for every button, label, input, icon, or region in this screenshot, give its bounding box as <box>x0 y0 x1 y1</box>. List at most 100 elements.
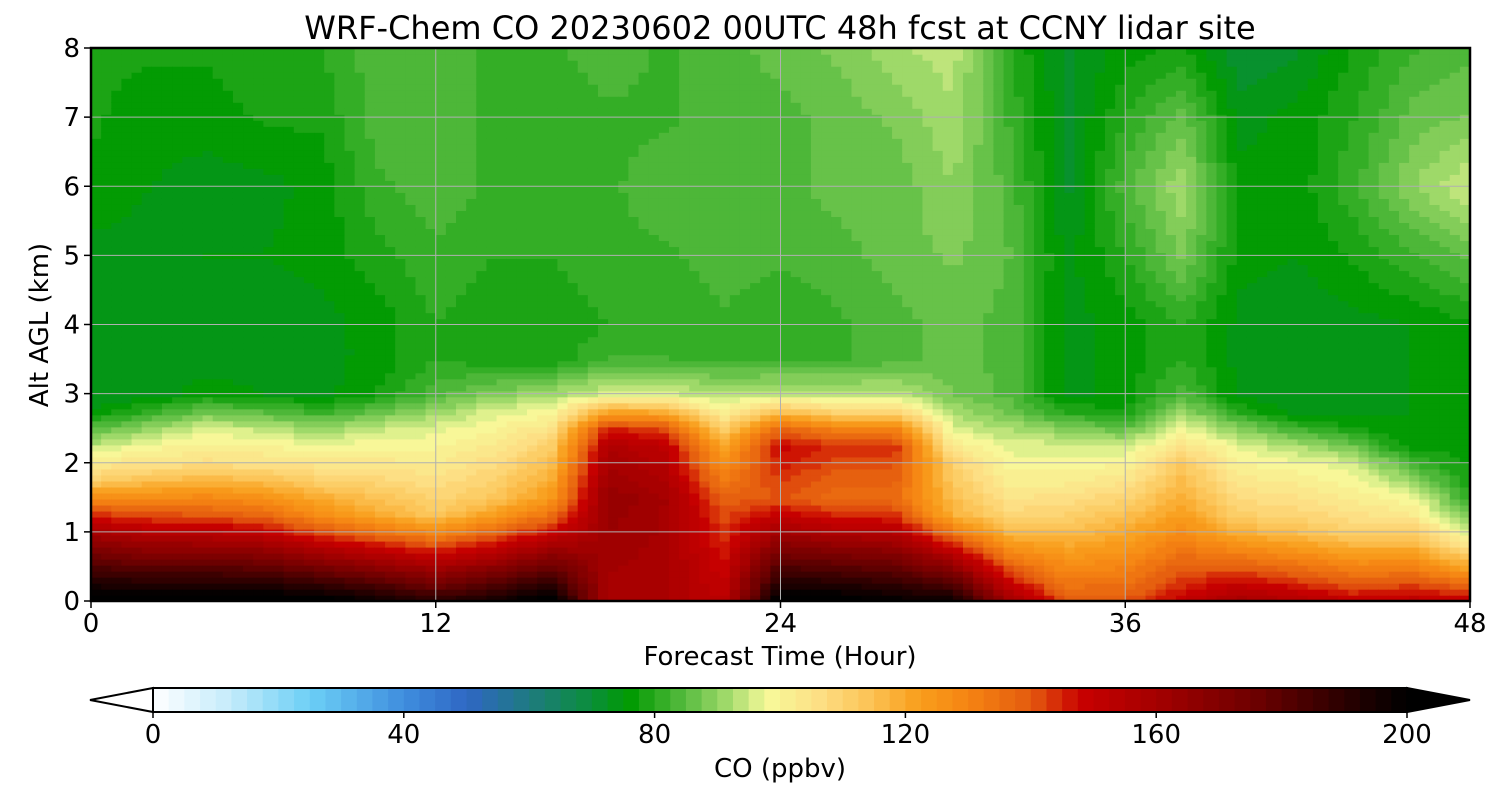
contour-cell <box>344 294 356 302</box>
contour-cell <box>172 204 183 211</box>
contour-cell <box>486 462 498 470</box>
contour-cell <box>476 60 488 67</box>
contour-cell <box>466 318 478 326</box>
contour-cell <box>314 240 325 248</box>
contour-cell <box>597 156 609 163</box>
contour-cell <box>303 108 315 115</box>
contour-cell <box>273 564 285 572</box>
contour-cell <box>192 60 204 67</box>
contour-cell <box>141 396 153 404</box>
contour-cell <box>334 414 346 422</box>
contour-cell <box>131 102 143 109</box>
contour-cell <box>212 456 224 464</box>
contour-cell <box>151 120 163 127</box>
contour-cell <box>172 270 183 278</box>
contour-cell <box>516 54 528 61</box>
contour-cell <box>597 582 609 590</box>
contour-cell <box>486 582 498 590</box>
contour-cell <box>273 144 285 151</box>
contour-cell <box>618 366 630 374</box>
contour-cell <box>283 444 295 452</box>
contour-cell <box>557 432 569 440</box>
contour-cell <box>111 336 123 344</box>
contour-cell <box>192 204 204 211</box>
contour-cell <box>172 246 183 254</box>
contour-cell <box>466 210 478 217</box>
contour-cell <box>618 462 630 470</box>
contour-cell <box>435 306 447 314</box>
contour-cell <box>131 294 143 302</box>
contour-cell <box>577 276 589 284</box>
contour-cell <box>293 552 305 560</box>
contour-cell <box>131 306 143 314</box>
contour-cell <box>314 228 325 236</box>
contour-cell <box>324 426 336 434</box>
contour-cell <box>303 564 315 572</box>
contour-cell <box>222 228 234 236</box>
contour-cell <box>557 168 569 175</box>
contour-cell <box>445 438 457 446</box>
contour-cell <box>537 54 548 61</box>
contour-cell <box>537 90 548 97</box>
contour-cell <box>537 270 548 278</box>
contour-cell <box>537 102 548 109</box>
contour-cell <box>385 120 396 127</box>
contour-cell <box>374 276 386 284</box>
contour-cell <box>232 438 244 446</box>
contour-cell <box>273 150 285 157</box>
contour-cell <box>425 354 437 362</box>
contour-cell <box>456 216 467 224</box>
contour-cell <box>577 228 589 236</box>
contour-cell <box>324 534 336 542</box>
contour-cell <box>527 54 538 61</box>
contour-cell <box>253 534 265 542</box>
contour-cell <box>364 450 376 458</box>
contour-cell <box>496 90 508 97</box>
contour-cell <box>182 462 194 470</box>
contour-cell <box>182 504 194 512</box>
contour-cell <box>385 444 396 452</box>
contour-cell <box>131 192 143 199</box>
contour-cell <box>182 156 194 163</box>
contour-cell <box>172 168 183 175</box>
contour-cell <box>314 366 325 374</box>
contour-cell <box>486 468 498 476</box>
contour-cell <box>385 456 396 464</box>
contour-cell <box>263 78 275 85</box>
contour-cell <box>222 180 234 187</box>
contour-cell <box>466 474 478 482</box>
contour-cell <box>547 492 559 500</box>
contour-cell <box>506 342 518 350</box>
contour-cell <box>263 396 275 404</box>
contour-cell <box>567 360 579 368</box>
contour-cell <box>111 288 123 296</box>
contour-cell <box>587 330 599 338</box>
contour-cell <box>212 198 224 205</box>
contour-cell <box>324 264 336 272</box>
contour-cell <box>516 408 528 416</box>
contour-cell <box>628 432 640 440</box>
contour-cell <box>182 264 194 272</box>
contour-cell <box>121 324 133 332</box>
contour-cell <box>101 108 112 115</box>
contour-cell <box>131 210 143 217</box>
contour-cell <box>151 570 163 578</box>
contour-cell <box>456 330 467 338</box>
contour-cell <box>587 54 599 61</box>
contour-cell <box>456 420 467 428</box>
contour-cell <box>628 420 640 428</box>
contour-cell <box>334 552 346 560</box>
contour-cell <box>608 192 619 199</box>
contour-cell <box>618 360 630 368</box>
contour-cell <box>263 258 275 266</box>
contour-cell <box>303 54 315 61</box>
contour-cell <box>253 540 265 548</box>
contour-cell <box>435 450 447 458</box>
contour-cell <box>324 462 336 470</box>
contour-cell <box>344 378 356 386</box>
contour-cell <box>192 108 204 115</box>
contour-cell <box>405 54 417 61</box>
contour-cell <box>425 270 437 278</box>
contour-cell <box>557 192 569 199</box>
contour-cell <box>435 492 447 500</box>
